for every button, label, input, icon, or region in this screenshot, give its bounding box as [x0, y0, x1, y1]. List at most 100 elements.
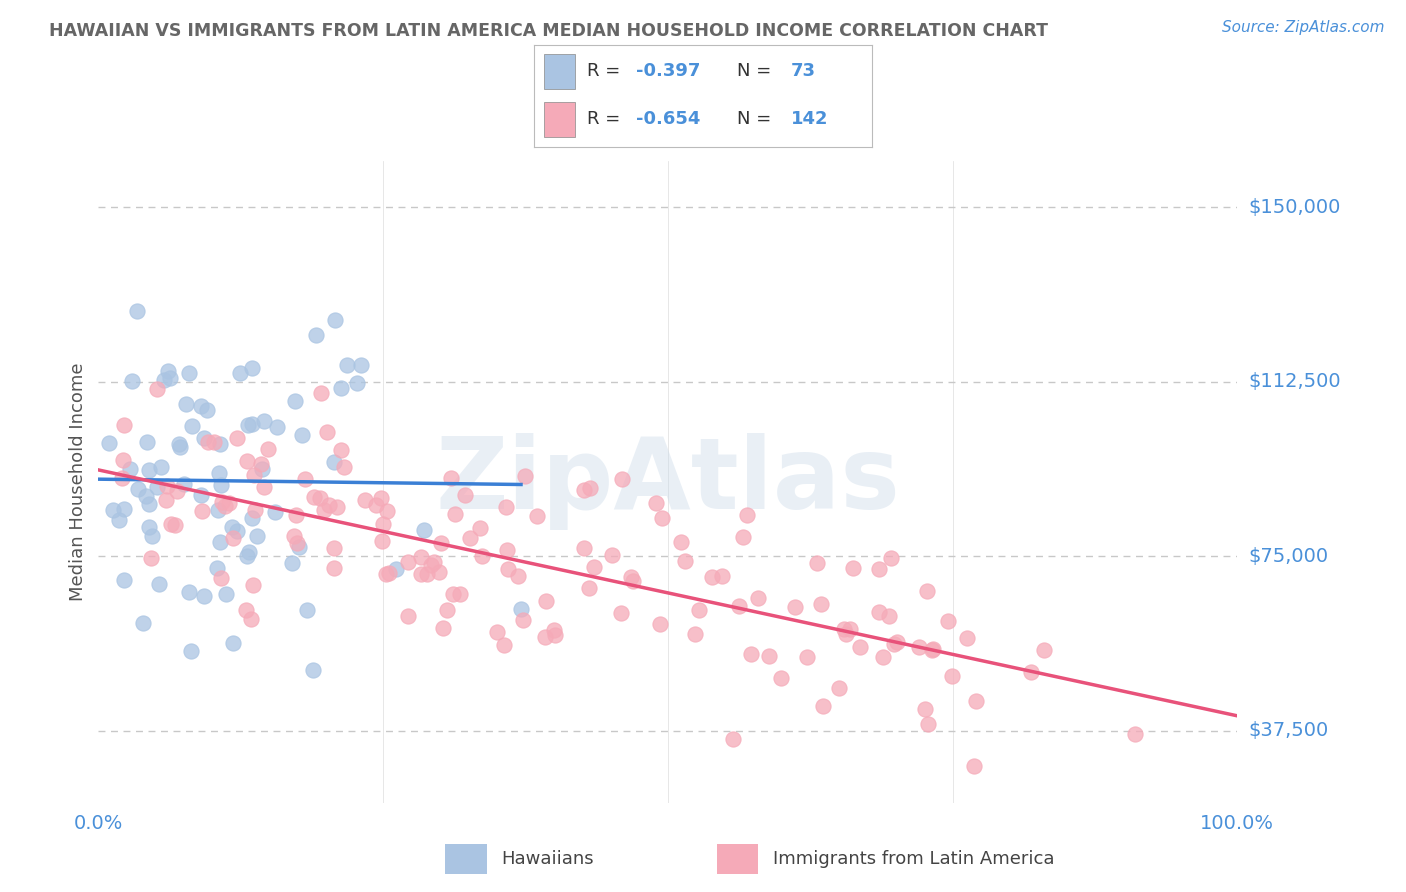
Point	[849, 640, 872, 654]
Point	[872, 650, 894, 665]
Point	[174, 396, 197, 410]
Point	[167, 437, 190, 451]
Point	[917, 717, 939, 731]
Point	[225, 524, 247, 538]
Point	[886, 635, 908, 649]
Point	[193, 431, 215, 445]
Point	[138, 497, 160, 511]
Point	[120, 462, 142, 476]
Point	[842, 561, 865, 575]
Point	[785, 600, 807, 615]
Point	[291, 428, 314, 442]
Point	[443, 507, 465, 521]
Point	[127, 482, 149, 496]
Point	[371, 516, 394, 531]
Point	[914, 702, 936, 716]
Point	[155, 479, 177, 493]
Point	[796, 650, 818, 665]
Point	[432, 621, 454, 635]
Point	[610, 472, 633, 486]
Point	[207, 503, 229, 517]
Point	[214, 499, 236, 513]
Point	[249, 457, 271, 471]
Text: R =: R =	[586, 62, 626, 80]
Text: N =: N =	[737, 111, 776, 128]
Point	[308, 491, 330, 505]
Point	[440, 471, 463, 485]
Point	[285, 508, 308, 523]
Point	[543, 623, 565, 637]
Text: $37,500: $37,500	[1249, 721, 1329, 740]
Point	[121, 374, 143, 388]
Point	[159, 371, 181, 385]
Point	[806, 556, 828, 570]
Point	[915, 583, 938, 598]
Point	[346, 376, 368, 390]
Point	[302, 491, 325, 505]
Point	[579, 481, 602, 495]
Point	[195, 402, 218, 417]
Point	[429, 535, 451, 549]
Point	[506, 568, 529, 582]
Point	[166, 483, 188, 498]
Text: 142: 142	[790, 111, 828, 128]
Point	[378, 566, 401, 580]
Text: -0.654: -0.654	[636, 111, 700, 128]
Point	[211, 495, 233, 509]
Point	[283, 529, 305, 543]
Point	[650, 511, 672, 525]
Point	[190, 400, 212, 414]
Point	[880, 551, 903, 566]
FancyBboxPatch shape	[544, 54, 575, 88]
Point	[318, 498, 340, 512]
Point	[253, 480, 276, 494]
Point	[747, 591, 769, 606]
Point	[243, 467, 266, 482]
Point	[609, 606, 631, 620]
Point	[835, 626, 858, 640]
Point	[236, 549, 259, 563]
Point	[323, 312, 346, 326]
Point	[135, 435, 157, 450]
Point	[721, 732, 744, 747]
Point	[112, 453, 135, 467]
Point	[648, 616, 671, 631]
Point	[1033, 643, 1056, 657]
Text: Immigrants from Latin America: Immigrants from Latin America	[773, 849, 1054, 868]
Point	[284, 394, 307, 409]
Point	[323, 455, 346, 469]
Point	[302, 663, 325, 677]
Point	[333, 459, 356, 474]
Point	[735, 508, 758, 523]
Point	[146, 382, 169, 396]
Point	[202, 434, 225, 449]
Point	[229, 366, 252, 380]
Point	[245, 502, 267, 516]
Point	[226, 431, 249, 445]
Point	[370, 491, 392, 505]
Point	[416, 567, 439, 582]
Point	[572, 483, 595, 497]
Point	[141, 529, 163, 543]
Point	[294, 472, 316, 486]
Point	[578, 581, 600, 595]
Point	[330, 381, 353, 395]
Text: $150,000: $150,000	[1249, 198, 1341, 217]
Point	[235, 603, 257, 617]
Point	[422, 555, 444, 569]
Point	[266, 420, 288, 434]
Point	[645, 496, 668, 510]
Point	[758, 649, 780, 664]
Point	[621, 574, 644, 588]
Point	[413, 524, 436, 538]
Point	[180, 419, 202, 434]
Text: HAWAIIAN VS IMMIGRANTS FROM LATIN AMERICA MEDIAN HOUSEHOLD INCOME CORRELATION CH: HAWAIIAN VS IMMIGRANTS FROM LATIN AMERIC…	[49, 22, 1049, 40]
Point	[396, 609, 419, 624]
Point	[810, 597, 832, 611]
Point	[112, 573, 135, 587]
Point	[1021, 665, 1043, 680]
Point	[101, 503, 124, 517]
Point	[828, 681, 851, 696]
Point	[921, 643, 943, 657]
Point	[710, 569, 733, 583]
